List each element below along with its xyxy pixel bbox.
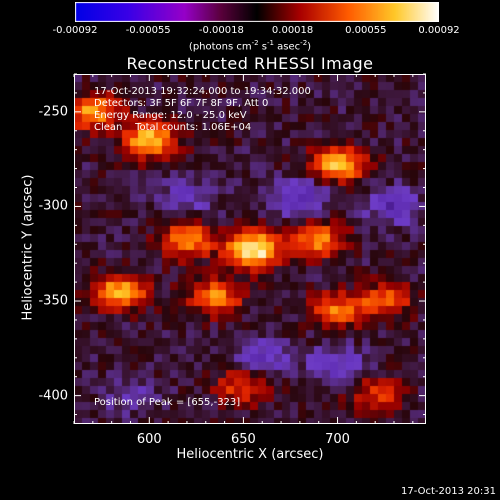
x-tick-label: 600 — [136, 432, 162, 447]
colorbar — [75, 2, 439, 22]
colorbar-tick-label: 0.00018 — [271, 25, 314, 36]
x-axis-label: Heliocentric X (arcsec) — [176, 447, 324, 462]
plot-frame — [74, 74, 426, 424]
colorbar-tick-label: 0.00092 — [418, 25, 460, 36]
peak-position-label: Position of Peak = [655,-323] — [94, 397, 241, 408]
y-tick-label: -250 — [38, 104, 68, 120]
y-axis-label: Heliocentric Y (arcsec) — [20, 174, 36, 321]
colorbar-tick-label: 0.00055 — [345, 25, 387, 36]
info-energy-range: Energy Range: 12.0 - 25.0 keV — [94, 110, 247, 121]
colorbar-tick-label: -0.00055 — [125, 25, 171, 36]
observation-info: 17-Oct-2013 19:32:24.000 to 19:34:32.000… — [94, 86, 311, 134]
x-tick-label: 650 — [230, 432, 256, 447]
info-detectors: Detectors: 3F 5F 6F 7F 8F 9F, Att 0 — [94, 98, 269, 109]
info-clean-counts: Clean Total counts: 1.06E+04 — [94, 122, 252, 133]
heatmap-image — [74, 74, 426, 424]
y-tick-label: -300 — [38, 198, 68, 214]
chart-title: Reconstructed RHESSI Image — [126, 54, 374, 73]
colorbar-tick-label: -0.00092 — [52, 25, 98, 36]
info-time-range: 17-Oct-2013 19:32:24.000 to 19:34:32.000 — [94, 86, 311, 97]
colorbar-unit: (photons cm-2 s-1 asec-2) — [188, 39, 312, 53]
y-tick-label: -400 — [38, 388, 68, 404]
y-tick-label: -350 — [38, 293, 68, 309]
x-tick-label: 700 — [325, 432, 350, 447]
plot-timestamp: 17-Oct-2013 20:31 — [401, 486, 496, 497]
colorbar-tick-label: -0.00018 — [198, 25, 244, 36]
